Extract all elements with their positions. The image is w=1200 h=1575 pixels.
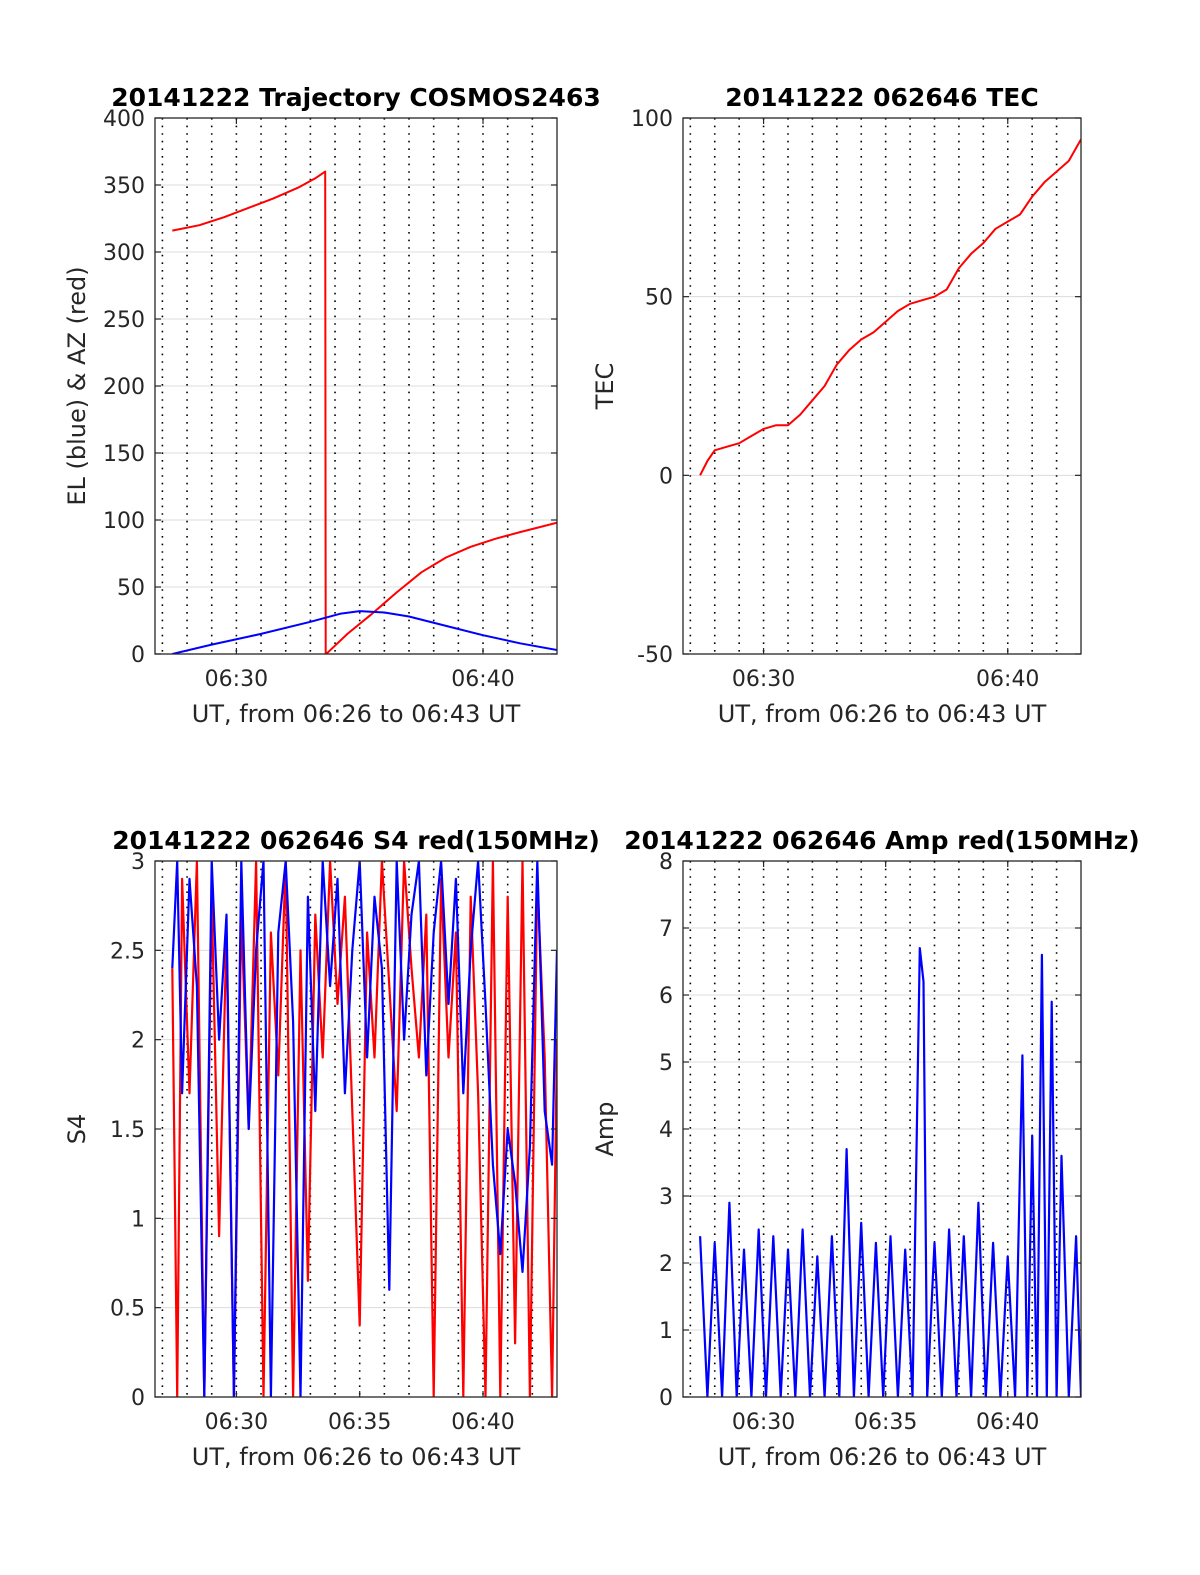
y-tick-label: -50 xyxy=(637,643,673,668)
x-tick-label: 06:40 xyxy=(976,667,1039,692)
y-axis-label: TEC xyxy=(591,363,619,411)
chart-title: 20141222 062646 TEC xyxy=(725,83,1038,112)
y-tick-label: 100 xyxy=(631,107,673,132)
y-tick-label: 350 xyxy=(103,174,145,199)
y-tick-label: 0 xyxy=(659,1386,673,1411)
chart-panel-3: 0 0.5 1 1.5 2 2.5 3 06:30 06:35 06:40 20141222 062… xyxy=(63,826,600,1471)
series-line-1 xyxy=(699,946,1081,1397)
chart-title: 20141222 Trajectory COSMOS2463 xyxy=(111,83,601,112)
chart-title: 20141222 062646 Amp red(150MHz) xyxy=(624,826,1140,855)
x-tick-label: 06:40 xyxy=(451,667,514,692)
x-axis-label: UT, from 06:26 to 06:43 UT xyxy=(718,700,1047,728)
y-tick-label: 3 xyxy=(659,1185,673,1210)
y-tick-label: 300 xyxy=(103,241,145,266)
series-line-1 xyxy=(699,138,1081,476)
x-tick-label: 06:35 xyxy=(854,1410,917,1435)
y-tick-label: 0 xyxy=(131,643,145,668)
y-tick-label: 3 xyxy=(131,850,145,875)
x-axis-label: UT, from 06:26 to 06:43 UT xyxy=(192,700,521,728)
axes-frame xyxy=(682,117,1082,655)
y-tick-label: 6 xyxy=(659,984,673,1009)
y-tick-label: 250 xyxy=(103,308,145,333)
x-tick-label: 06:40 xyxy=(451,1410,514,1435)
series-line-2 xyxy=(172,610,557,654)
x-tick-label: 06:35 xyxy=(328,1410,391,1435)
series-line-1 xyxy=(172,170,557,654)
y-tick-label: 1 xyxy=(659,1319,673,1344)
chart-panel-2: -50 0 50 100 06:30 06:40 20141222 062646 TEC UT… xyxy=(591,83,1082,728)
y-tick-label: 0.5 xyxy=(110,1297,145,1322)
chart-panel-1: 0 50 100 150 200 250 300 350 400 06:30 06:40 201412… xyxy=(63,83,601,728)
y-tick-label: 1 xyxy=(131,1207,145,1232)
y-tick-label: 50 xyxy=(117,576,145,601)
y-tick-label: 50 xyxy=(645,286,673,311)
y-tick-label: 2.5 xyxy=(110,939,145,964)
y-tick-label: 100 xyxy=(103,509,145,534)
x-tick-label: 06:30 xyxy=(732,1410,795,1435)
x-tick-label: 06:40 xyxy=(976,1410,1039,1435)
x-tick-label: 06:30 xyxy=(732,667,795,692)
y-tick-label: 200 xyxy=(103,375,145,400)
y-tick-label: 0 xyxy=(659,464,673,489)
y-tick-label: 5 xyxy=(659,1051,673,1076)
chart-title: 20141222 062646 S4 red(150MHz) xyxy=(112,826,600,855)
x-tick-label: 06:30 xyxy=(205,1410,268,1435)
x-axis-label: UT, from 06:26 to 06:43 UT xyxy=(718,1443,1047,1471)
y-axis-label: S4 xyxy=(63,1114,91,1145)
chart-panel-4: 0 1 2 3 4 5 6 7 8 06:30 06:35 06:40 20141222 062646 … xyxy=(591,826,1140,1471)
y-axis-label: Amp xyxy=(591,1101,619,1156)
x-axis-label: UT, from 06:26 to 06:43 UT xyxy=(192,1443,521,1471)
x-tick-label: 06:30 xyxy=(205,667,268,692)
y-tick-label: 1.5 xyxy=(110,1118,145,1143)
y-tick-label: 150 xyxy=(103,442,145,467)
y-tick-label: 0 xyxy=(131,1386,145,1411)
series-line-2 xyxy=(171,861,557,1397)
y-tick-label: 2 xyxy=(659,1252,673,1277)
y-tick-label: 4 xyxy=(659,1118,673,1143)
y-tick-label: 7 xyxy=(659,917,673,942)
y-tick-label: 400 xyxy=(103,107,145,132)
y-tick-label: 8 xyxy=(659,850,673,875)
plot-area xyxy=(683,118,1081,654)
y-axis-label: EL (blue) & AZ (red) xyxy=(63,266,91,505)
y-tick-label: 2 xyxy=(131,1029,145,1054)
